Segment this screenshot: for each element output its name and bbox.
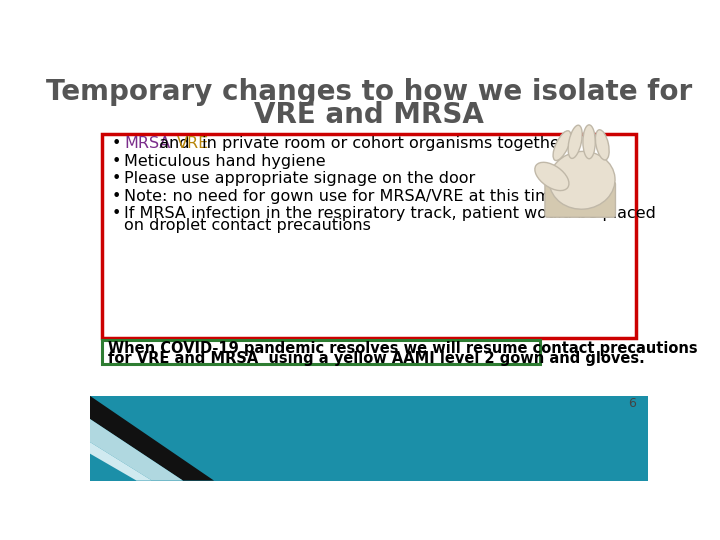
Polygon shape <box>90 396 214 481</box>
Text: MRSA: MRSA <box>124 136 171 151</box>
Text: on droplet contact precautions: on droplet contact precautions <box>124 218 371 233</box>
Text: •: • <box>112 136 121 151</box>
Text: Note: no need for gown use for MRSA/VRE at this time: Note: no need for gown use for MRSA/VRE … <box>124 189 561 204</box>
Text: •: • <box>112 153 121 168</box>
Polygon shape <box>90 419 183 481</box>
Text: •: • <box>112 189 121 204</box>
Text: When COVID-19 pandemic resolves we will resume contact precautions: When COVID-19 pandemic resolves we will … <box>108 341 698 356</box>
Ellipse shape <box>583 125 595 159</box>
Ellipse shape <box>535 163 569 191</box>
Text: in private room or cohort organisms together: in private room or cohort organisms toge… <box>197 136 567 151</box>
FancyBboxPatch shape <box>545 182 616 217</box>
Polygon shape <box>90 442 152 481</box>
Ellipse shape <box>549 151 615 209</box>
Text: •: • <box>112 206 121 221</box>
Text: Meticulous hand hygiene: Meticulous hand hygiene <box>124 153 325 168</box>
Text: VRE: VRE <box>177 136 209 151</box>
Text: VRE and MRSA: VRE and MRSA <box>254 101 484 129</box>
Text: Temporary changes to how we isolate for: Temporary changes to how we isolate for <box>46 78 692 106</box>
FancyBboxPatch shape <box>102 134 636 338</box>
Text: for VRE and MRSA  using a yellow AAMI level 2 gown and gloves.: for VRE and MRSA using a yellow AAMI lev… <box>108 352 644 367</box>
Text: •: • <box>112 171 121 186</box>
Ellipse shape <box>553 131 571 160</box>
Ellipse shape <box>595 130 609 160</box>
Ellipse shape <box>568 125 582 158</box>
Text: 6: 6 <box>629 397 636 410</box>
Text: If MRSA infection in the respiratory track, patient would be placed: If MRSA infection in the respiratory tra… <box>124 206 656 221</box>
Polygon shape <box>90 396 648 481</box>
Text: and: and <box>153 136 194 151</box>
FancyBboxPatch shape <box>102 340 539 365</box>
Text: Please use appropriate signage on the door: Please use appropriate signage on the do… <box>124 171 475 186</box>
